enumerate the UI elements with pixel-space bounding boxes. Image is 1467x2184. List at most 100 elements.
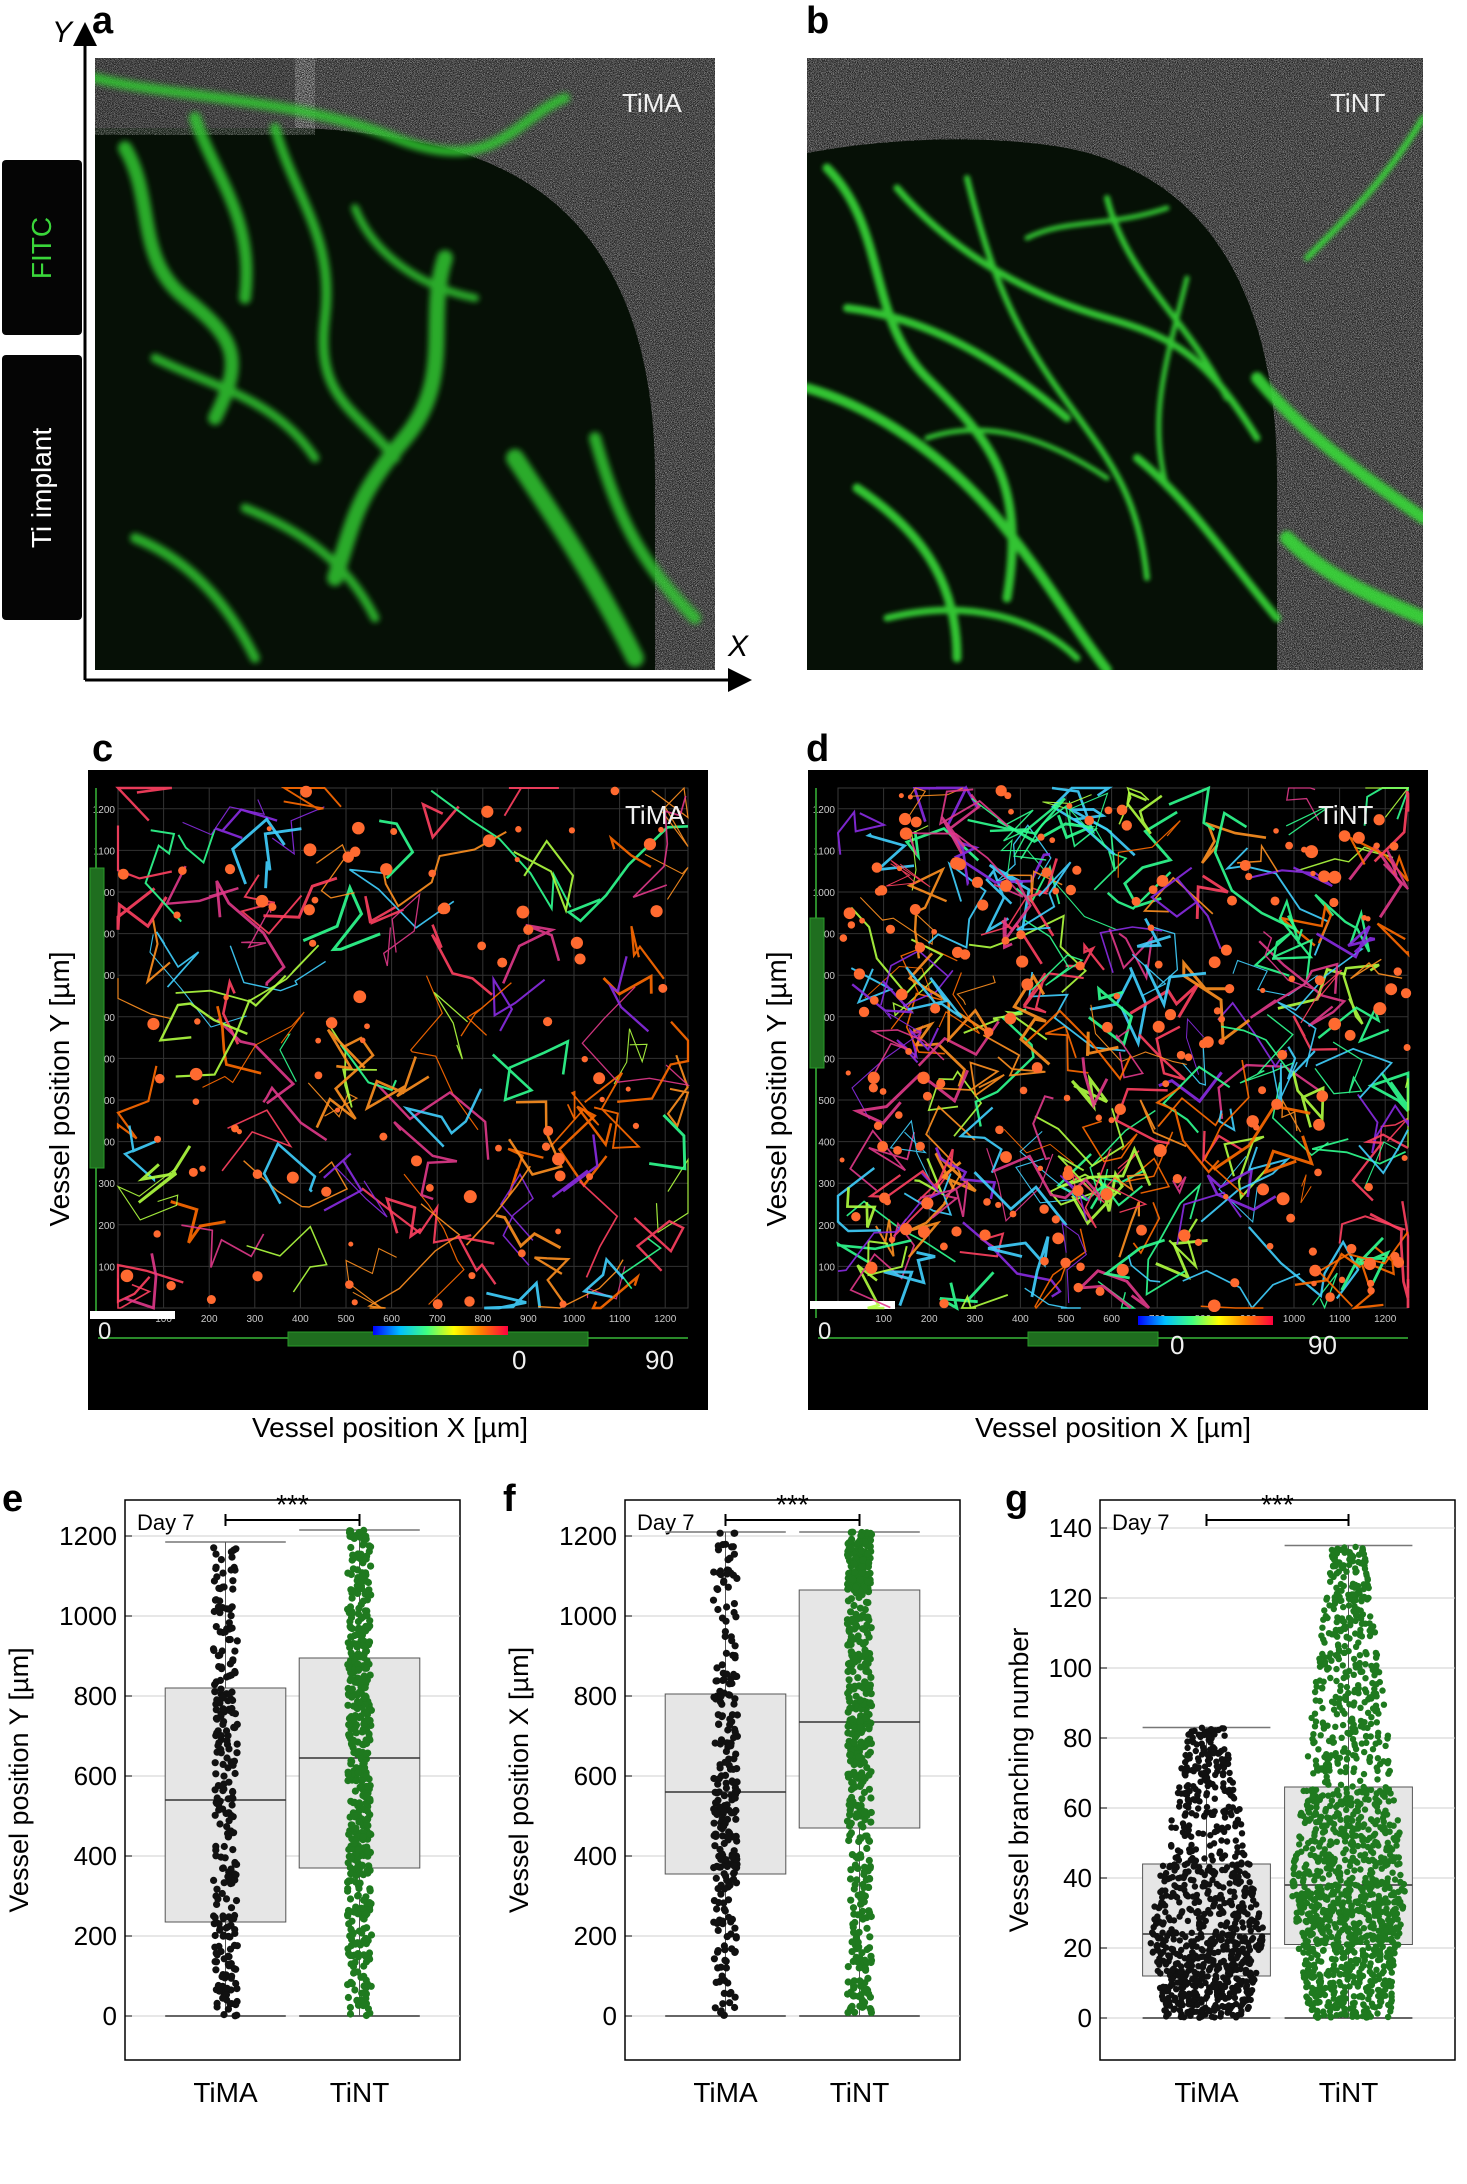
vessel-segment [1020, 805, 1098, 860]
data-point [1207, 1936, 1214, 1944]
vessel-segment [164, 865, 239, 906]
data-point [1347, 1616, 1355, 1623]
vessel-segment [378, 819, 415, 880]
data-point [1393, 1842, 1400, 1849]
data-point [350, 1715, 358, 1723]
data-point [345, 1664, 353, 1672]
vessel-segment [1087, 985, 1134, 1047]
data-point [1376, 1859, 1384, 1866]
data-point [730, 1862, 738, 1870]
vessel-segment [155, 931, 200, 988]
data-point [1348, 1912, 1356, 1919]
data-point [1168, 1841, 1175, 1849]
data-point [730, 1869, 738, 1877]
data-point [1246, 1879, 1253, 1886]
data-point [1327, 1578, 1334, 1585]
data-point [1187, 1876, 1195, 1883]
data-point [226, 1945, 235, 1953]
data-point [229, 1788, 237, 1796]
data-point [1300, 1787, 1307, 1795]
branch-point [865, 1261, 878, 1274]
branch-point [555, 1228, 562, 1235]
data-point [1326, 1817, 1333, 1825]
branch-point [1373, 814, 1385, 826]
data-point [223, 1737, 231, 1745]
data-point [366, 1830, 374, 1838]
branch-point [1316, 1090, 1329, 1102]
data-point [350, 1908, 358, 1916]
data-point [1166, 1953, 1173, 1960]
vessel-segment [202, 1011, 305, 1088]
data-point [1332, 1723, 1339, 1730]
data-point [1389, 1857, 1397, 1865]
data-point [1374, 1882, 1381, 1889]
data-point [1319, 1947, 1327, 1954]
data-point [1354, 2013, 1361, 2020]
data-point [1321, 1654, 1328, 1661]
data-point [1349, 1838, 1356, 1845]
recon-x-tick-label: 1000 [563, 1314, 586, 1325]
data-point [714, 1585, 722, 1594]
recon-c-xlabel: Vessel position X [µm] [252, 1412, 529, 1443]
data-point [1376, 1998, 1384, 2005]
data-point [1340, 1618, 1348, 1625]
data-point [212, 1564, 220, 1573]
branch-point [1260, 987, 1266, 994]
data-point [712, 1874, 720, 1882]
vessel-segment [1081, 1120, 1138, 1163]
data-point [1334, 1616, 1342, 1623]
vessel-segment [1218, 1108, 1236, 1132]
data-point [1172, 1929, 1179, 1936]
data-point [231, 2012, 239, 2020]
data-point [1324, 1666, 1331, 1673]
branch-point [1114, 1103, 1126, 1115]
branch-point [1154, 960, 1163, 969]
branch-point [1364, 1183, 1373, 1192]
data-point [849, 1528, 857, 1536]
data-point [356, 1869, 364, 1877]
branch-point [315, 1037, 322, 1044]
data-point [219, 1569, 227, 1577]
data-point [713, 1862, 721, 1870]
data-point [1369, 1746, 1377, 1753]
branch-point [300, 785, 312, 798]
data-point [1345, 1890, 1352, 1897]
data-point [1337, 1781, 1345, 1788]
recon-y-tick-label: 800 [818, 971, 835, 982]
data-point [1347, 1800, 1354, 1807]
vessel-segment [1143, 964, 1207, 1009]
branch-point [231, 1124, 239, 1133]
branch-point [995, 1125, 1004, 1135]
recon-y-tick-label: 700 [98, 1013, 115, 1024]
data-point [216, 1609, 224, 1617]
data-point [1308, 1714, 1315, 1722]
data-point [210, 1607, 218, 1616]
x-axis-letter: X [728, 630, 749, 663]
data-point [348, 1693, 356, 1701]
data-point [224, 1923, 232, 1931]
data-point [1189, 1893, 1197, 1900]
data-point [1385, 1757, 1392, 1765]
data-point [1360, 1581, 1367, 1588]
y-tick-label: 600 [574, 1761, 617, 1791]
implant-label-box: Ti implant [2, 355, 82, 620]
branch-point [463, 1190, 477, 1204]
boxplot-e: 0 200 400 600 800 1000 1200 Vessel position Y [… [0, 1480, 470, 2184]
data-point [1319, 1704, 1326, 1712]
data-point [1229, 1861, 1236, 1868]
data-point [1384, 1899, 1392, 1906]
data-point [1193, 1943, 1200, 1950]
data-point [857, 1532, 865, 1540]
branch-point [853, 968, 865, 980]
data-point [1328, 1797, 1336, 1804]
data-point [1180, 2014, 1188, 2021]
vessel-segment [375, 1082, 490, 1160]
data-point [710, 1805, 718, 1813]
branch-point [351, 1299, 358, 1306]
data-point [1332, 1881, 1339, 1888]
vessel-segment [216, 1005, 262, 1075]
recon-y-tick-label: 1100 [813, 846, 835, 857]
data-point [1385, 1916, 1392, 1923]
data-point [1182, 1943, 1190, 1950]
significance-marker: *** [276, 1489, 309, 1520]
